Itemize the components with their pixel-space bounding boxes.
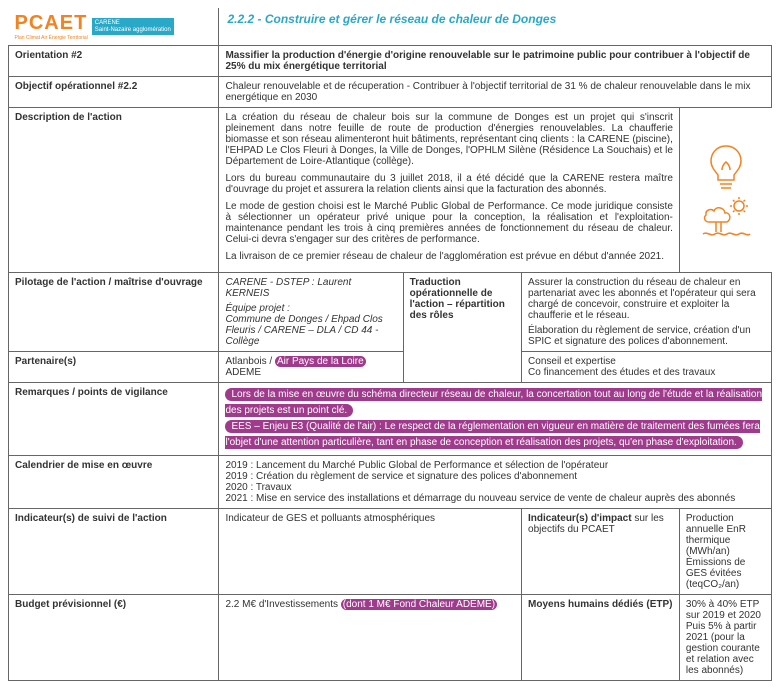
partenaires-label: Partenaire(s) bbox=[9, 352, 219, 383]
pilotage-col1: CARENE - DSTEP : Laurent KERNEIS Équipe … bbox=[219, 273, 403, 352]
remarques-value: Lors de la mise en œuvre du schéma direc… bbox=[219, 383, 772, 456]
logo-cell: PCAET Plan Climat Air Énergie Territoria… bbox=[9, 8, 219, 46]
partenaires-col1: Atlanbois / Air Pays de la Loire ADEME bbox=[219, 352, 403, 383]
tree-sun-icon bbox=[701, 196, 751, 238]
pilotage-label: Pilotage de l'action / maîtrise d'ouvrag… bbox=[9, 273, 219, 352]
logo-subtitle: Plan Climat Air Énergie Territorial bbox=[15, 35, 88, 41]
indicateur-label: Indicateur(s) de suivi de l'action bbox=[9, 509, 219, 595]
description-value: La création du réseau de chaleur bois su… bbox=[219, 108, 679, 273]
orientation-value: Massifier la production d'énergie d'orig… bbox=[219, 46, 772, 77]
partenaires-col3: Conseil et expertise Co financement des … bbox=[522, 352, 772, 383]
objectif-value: Chaleur renouvelable et de récuperation … bbox=[219, 77, 772, 108]
section-title: 2.2.2 - Construire et gérer le réseau de… bbox=[219, 8, 772, 46]
icons-cell bbox=[679, 108, 771, 273]
budget-col1: 2.2 M€ d'Investissements (dont 1 M€ Fond… bbox=[219, 595, 522, 681]
indicateur-col1: Indicateur de GES et polluants atmosphér… bbox=[219, 509, 522, 595]
calendrier-value: 2019 : Lancement du Marché Public Global… bbox=[219, 456, 772, 509]
indicateur-col3: Production annuelle EnR thermique (MWh/a… bbox=[679, 509, 771, 595]
indicateur-col2-label: Indicateur(s) d'impact sur les objectifs… bbox=[522, 509, 680, 595]
description-label: Description de l'action bbox=[9, 108, 219, 273]
lightbulb-icon bbox=[705, 142, 747, 192]
budget-col3: 30% à 40% ETP sur 2019 et 2020 Puis 5% à… bbox=[679, 595, 771, 681]
pilotage-col3: Assurer la construction du réseau de cha… bbox=[522, 273, 772, 352]
remarques-label: Remarques / points de vigilance bbox=[9, 383, 219, 456]
budget-col2-label: Moyens humains dédiés (ETP) bbox=[522, 595, 680, 681]
pilotage-col2-label: Traduction opérationnelle de l'action – … bbox=[403, 273, 521, 383]
calendrier-label: Calendrier de mise en œuvre bbox=[9, 456, 219, 509]
orientation-label: Orientation #2 bbox=[9, 46, 219, 77]
logo-text: PCAET bbox=[15, 12, 88, 35]
document-table: PCAET Plan Climat Air Énergie Territoria… bbox=[8, 8, 772, 681]
logo-badge: CARENESaint-Nazaire agglomération bbox=[92, 18, 174, 35]
budget-label: Budget prévisionnel (€) bbox=[9, 595, 219, 681]
objectif-label: Objectif opérationnel #2.2 bbox=[9, 77, 219, 108]
